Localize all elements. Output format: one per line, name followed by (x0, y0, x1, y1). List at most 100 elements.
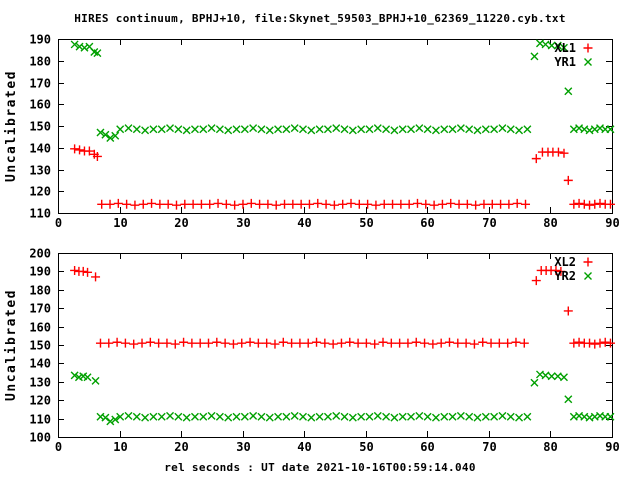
plus-marker (412, 198, 422, 208)
cross-marker (323, 125, 332, 134)
plus-marker (585, 200, 595, 210)
cross-marker (431, 413, 440, 422)
y-tick-label: 170 (29, 302, 51, 316)
series-XL1 (70, 144, 615, 210)
y-tick-label: 150 (29, 339, 51, 353)
plus-marker (531, 154, 541, 164)
plus-marker (138, 199, 148, 209)
cross-marker (465, 125, 474, 134)
plus-marker (171, 200, 181, 210)
plus-marker (404, 199, 414, 209)
cross-marker (373, 124, 382, 133)
cross-marker (101, 413, 110, 422)
plus-marker (155, 199, 165, 209)
cross-marker (207, 411, 216, 420)
plus-marker (196, 199, 206, 209)
cross-marker (83, 373, 92, 382)
cross-marker (257, 125, 266, 134)
cross-marker (473, 413, 482, 422)
cross-marker (390, 413, 399, 422)
plus-marker (75, 145, 85, 155)
plus-marker (145, 337, 155, 347)
y-tick-label: 180 (29, 55, 51, 69)
cross-marker (365, 125, 374, 134)
cross-marker (490, 125, 499, 134)
plus-marker (321, 199, 331, 209)
y-axis-ticks: 110 120 130 140 150 160 170 180 190 (29, 33, 612, 221)
x-tick-label: 40 (297, 216, 311, 230)
x-tick-label: 80 (543, 216, 557, 230)
plus-marker (91, 272, 101, 282)
x-tick-label: 30 (236, 440, 250, 454)
plus-marker (429, 200, 439, 210)
plus-marker (388, 199, 398, 209)
cross-marker (116, 125, 125, 134)
plus-marker (371, 200, 381, 210)
plus-marker (122, 199, 132, 209)
y-tick-label: 180 (29, 284, 51, 298)
plus-marker (559, 148, 569, 158)
cross-marker (440, 125, 449, 134)
plus-marker (162, 338, 172, 348)
x-tick-label: 40 (297, 440, 311, 454)
plus-marker (154, 338, 164, 348)
plus-marker (363, 199, 373, 209)
cross-marker (298, 125, 307, 134)
cross-marker (559, 43, 568, 52)
plus-marker (95, 338, 105, 348)
cross-marker (315, 412, 324, 421)
plus-marker (436, 338, 446, 348)
legend-plus-marker (583, 257, 593, 267)
x-axis-ticks: 0 10 20 30 40 50 60 70 80 90 (55, 39, 620, 230)
cross-marker (124, 124, 133, 133)
plus-marker (270, 339, 280, 349)
cross-marker (348, 126, 357, 135)
cross-marker (523, 125, 532, 134)
plus-marker (471, 200, 481, 210)
plus-marker (563, 175, 573, 185)
y-tick-label: 120 (29, 185, 51, 199)
plus-marker (228, 339, 238, 349)
cross-marker (559, 373, 568, 382)
series-YR1 (70, 39, 615, 142)
y-tick-label: 200 (29, 247, 51, 261)
cross-marker (116, 412, 125, 421)
cross-marker (547, 41, 556, 50)
plus-marker (421, 199, 431, 209)
cross-marker (182, 413, 191, 422)
plus-marker (303, 338, 313, 348)
cross-marker (348, 413, 357, 422)
panel-2: 0 10 20 30 40 50 60 70 80 90 100 110 120 130 140 150 160… (4, 247, 620, 455)
legend-label-XL1: XL1 (554, 41, 576, 55)
cross-marker (240, 125, 249, 134)
cross-marker (382, 125, 391, 134)
cross-marker (506, 125, 515, 134)
cross-marker (132, 412, 141, 421)
x-tick-label: 10 (113, 440, 127, 454)
y-axis-title: Uncalibrated (4, 70, 19, 182)
cross-marker (290, 124, 299, 133)
cross-marker (149, 125, 158, 134)
plus-marker (569, 199, 579, 209)
plus-marker (396, 199, 406, 209)
cross-marker (132, 125, 141, 134)
cross-marker (390, 126, 399, 135)
x-tick-label: 20 (174, 216, 188, 230)
plus-marker (113, 198, 123, 208)
plus-marker (519, 338, 529, 348)
cross-marker (182, 126, 191, 135)
y-tick-label: 140 (29, 357, 51, 371)
cross-marker (215, 412, 224, 421)
cross-marker (265, 413, 274, 422)
y-axis-ticks: 100 110 120 130 140 150 160 170 180 190 200 (29, 247, 612, 445)
plus-marker (353, 338, 363, 348)
cross-marker (340, 412, 349, 421)
cross-marker (282, 412, 291, 421)
cross-marker (553, 372, 562, 381)
plus-marker (130, 200, 140, 210)
cross-marker (141, 413, 150, 422)
plus-marker (494, 338, 504, 348)
